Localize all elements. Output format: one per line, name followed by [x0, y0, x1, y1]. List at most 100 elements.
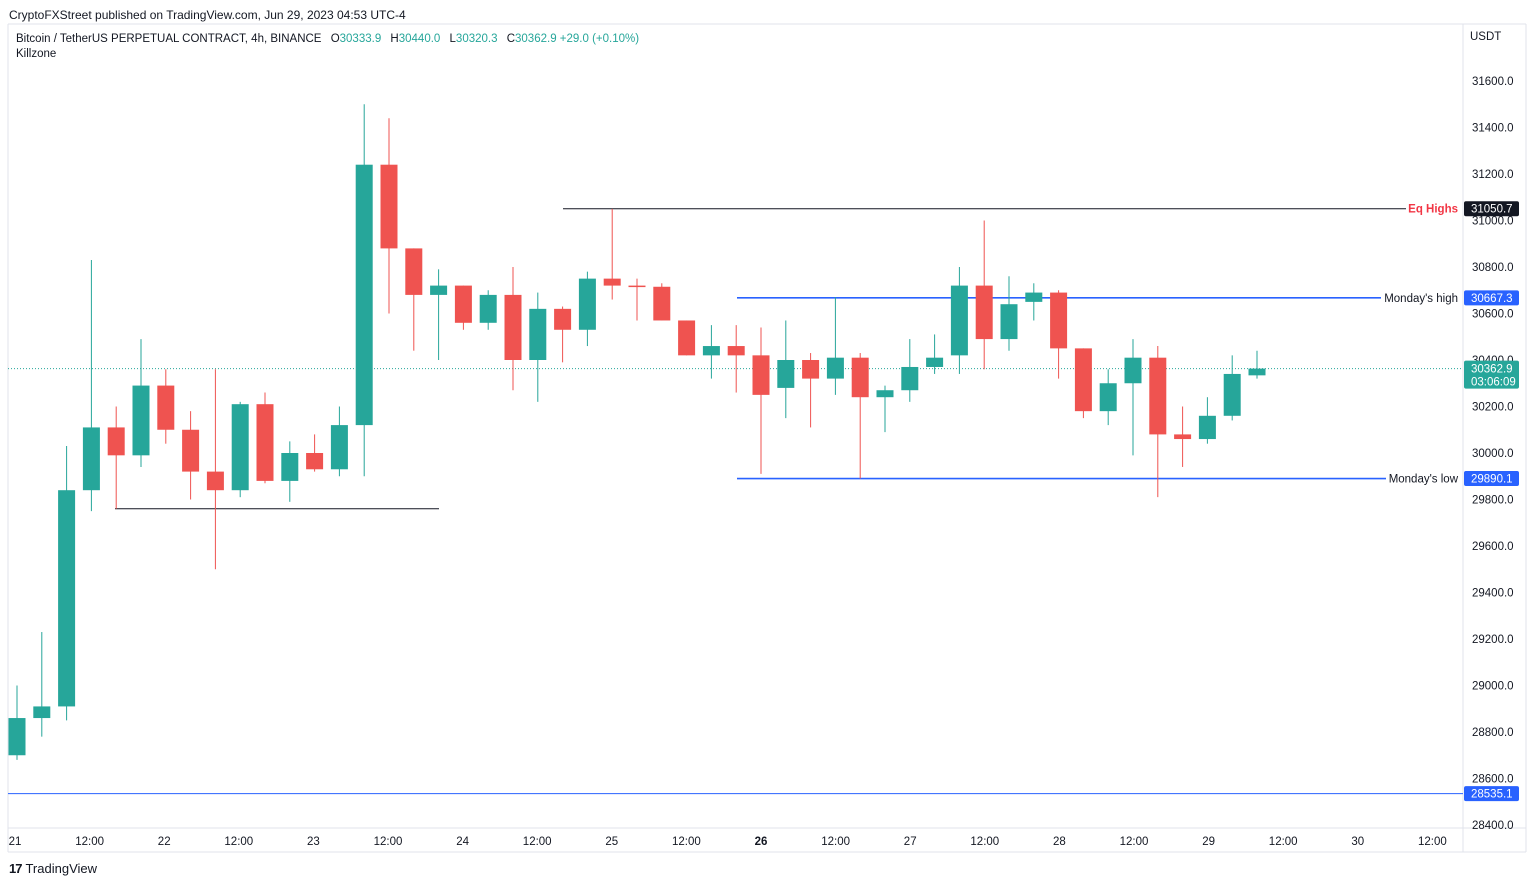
candle-body — [1074, 348, 1092, 412]
candle — [380, 118, 398, 314]
candle-body — [554, 308, 572, 330]
candle-body — [182, 429, 200, 472]
y-tick-label: 29600.0 — [1472, 541, 1514, 553]
y-tick-label: 29800.0 — [1472, 495, 1514, 507]
candle — [132, 339, 150, 467]
candle — [752, 327, 770, 474]
eq-highs-price-tag: 31050.7 — [1464, 201, 1519, 217]
candle — [281, 441, 299, 502]
candle-body — [1198, 415, 1216, 440]
candle-body — [876, 390, 894, 398]
candle-body — [1050, 292, 1068, 349]
candle — [306, 434, 324, 472]
candle — [826, 297, 844, 395]
currency-label[interactable]: USDT — [1470, 31, 1502, 43]
symbol-name: Bitcoin / TetherUS PERPETUAL CONTRACT, 4… — [16, 33, 322, 45]
y-tick-label: 29400.0 — [1472, 588, 1514, 600]
candle-body — [1174, 434, 1192, 440]
candle-body — [355, 164, 373, 426]
low-value: 30320.3 — [455, 33, 498, 45]
candle — [777, 320, 795, 419]
candle — [653, 283, 671, 321]
candle — [1025, 283, 1043, 321]
symbol-legend: Bitcoin / TetherUS PERPETUAL CONTRACT, 4… — [16, 33, 639, 45]
mondays-high-price-tag: 30667.3 — [1464, 290, 1519, 306]
x-tick-label: 12:00 — [75, 836, 104, 848]
candle — [1198, 397, 1216, 444]
high-value: 30440.0 — [398, 33, 441, 45]
price-tag-text: 30667.3 — [1471, 293, 1513, 305]
candle — [405, 248, 423, 351]
candle — [1099, 369, 1117, 426]
price-tag-text: 31050.7 — [1471, 204, 1513, 216]
candle — [529, 292, 547, 402]
tradingview-logo-icon: 17 — [9, 861, 23, 876]
candle — [355, 104, 373, 477]
y-tick-label: 31200.0 — [1472, 169, 1514, 181]
candle — [33, 632, 51, 737]
x-tick-label: 29 — [1202, 836, 1215, 848]
candle-body — [1149, 357, 1167, 435]
candle-body — [82, 427, 100, 491]
candle-body — [1000, 304, 1018, 340]
x-tick-label: 24 — [456, 836, 469, 848]
x-tick-label: 12:00 — [1269, 836, 1298, 848]
candle-body — [1099, 383, 1117, 412]
close-value: 30362.9 — [515, 33, 557, 45]
candle — [430, 269, 448, 360]
low-line-price-tag: 28535.1 — [1464, 786, 1519, 802]
price-tag-bg — [1464, 786, 1519, 802]
candle-body — [926, 357, 944, 367]
close-label: C — [506, 33, 516, 45]
candle-body — [306, 453, 324, 470]
candle — [1074, 348, 1092, 419]
mondays-low-price-tag: 29890.1 — [1464, 471, 1519, 487]
eq-highs-label: Eq Highs — [1408, 204, 1458, 216]
last-price-value: 30362.9 — [1471, 364, 1513, 376]
candle — [628, 278, 646, 321]
candle-body — [380, 164, 398, 249]
candle-body — [132, 385, 150, 456]
candle-body — [628, 285, 646, 288]
x-tick-label: 12:00 — [672, 836, 701, 848]
price-tags: 31050.7 30667.3 29890.1 28535.1 30362.903:06… — [1464, 201, 1519, 802]
candle — [802, 353, 820, 428]
candle — [504, 267, 522, 391]
candle-body — [603, 278, 621, 286]
candle — [454, 285, 472, 330]
x-tick-label: 12:00 — [821, 836, 850, 848]
price-tag-bg — [1464, 471, 1519, 487]
candle-body — [653, 286, 671, 321]
mondays-high-label: Monday's high — [1384, 293, 1458, 305]
price-tag-text: 29890.1 — [1471, 474, 1513, 486]
x-tick-label: 25 — [605, 836, 618, 848]
y-tick-label: 28600.0 — [1472, 774, 1514, 786]
candle — [107, 406, 125, 509]
y-tick-label: 29200.0 — [1472, 634, 1514, 646]
low-label: L — [449, 33, 456, 45]
x-tick-label: 12:00 — [1418, 836, 1447, 848]
candle — [256, 392, 274, 484]
change-value: +29.0 (+0.10%) — [559, 33, 640, 45]
candle — [82, 260, 100, 512]
y-tick-label: 30800.0 — [1472, 262, 1514, 274]
y-tick-label: 29000.0 — [1472, 681, 1514, 693]
candle-body — [702, 346, 720, 356]
candle-body — [157, 385, 175, 430]
candle-body — [975, 285, 993, 340]
candle-body — [206, 471, 224, 491]
x-tick-label: 12:00 — [1120, 836, 1149, 848]
candle-body — [405, 248, 423, 295]
indicator-name[interactable]: Killzone — [16, 48, 57, 60]
candle — [1174, 406, 1192, 467]
x-tick-label: 23 — [307, 836, 320, 848]
tradingview-logo[interactable]: 17 TradingView — [9, 861, 97, 876]
candle — [578, 271, 596, 347]
candle-body — [1124, 357, 1142, 384]
chart-frame-lines — [7, 23, 1527, 853]
candle — [231, 401, 249, 498]
candle — [950, 267, 968, 374]
y-tick-label: 31400.0 — [1472, 123, 1514, 135]
x-tick-label: 27 — [904, 836, 917, 848]
